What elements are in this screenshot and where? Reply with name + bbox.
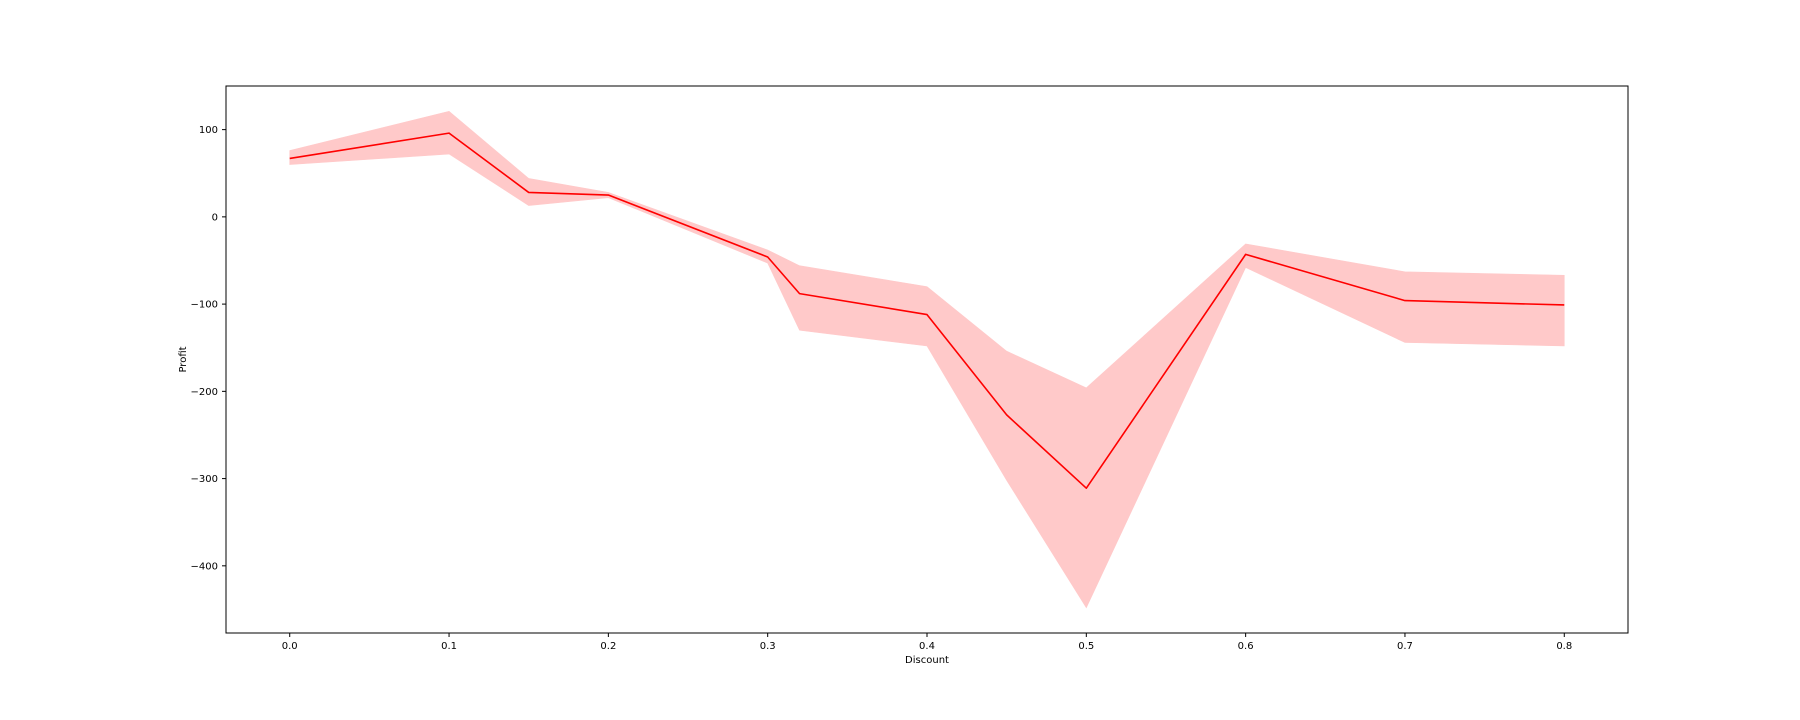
x-tick-label: 0.5: [1078, 641, 1094, 652]
confidence-band-layer: [289, 110, 1565, 609]
y-tick-label: 0: [212, 212, 218, 223]
x-tick-label: 0.7: [1397, 641, 1413, 652]
confidence-band: [289, 110, 1565, 609]
x-axis-label: Discount: [905, 655, 949, 666]
x-axis-ticks: 0.0 0.1 0.2 0.3 0.4 0.5 0.6 0.7 0.8: [282, 633, 1572, 652]
x-tick-label: 0.2: [600, 641, 616, 652]
x-tick-label: 0.8: [1556, 641, 1572, 652]
series-line: [289, 132, 1565, 489]
y-tick-label: −300: [191, 474, 218, 485]
x-tick-label: 0.0: [282, 641, 298, 652]
y-tick-label: −400: [191, 561, 218, 572]
y-tick-label: 100: [199, 125, 218, 136]
y-tick-label: −100: [191, 300, 218, 311]
series-line-layer: [289, 132, 1565, 489]
x-tick-label: 0.1: [441, 641, 457, 652]
x-tick-label: 0.6: [1238, 641, 1254, 652]
y-tick-label: −200: [191, 387, 218, 398]
x-tick-label: 0.4: [919, 641, 935, 652]
y-axis-ticks: 100 0 −100 −200 −300 −400: [191, 125, 226, 572]
plot-frame: [225, 85, 1629, 634]
x-tick-label: 0.3: [760, 641, 776, 652]
y-axis-label: Profit: [178, 346, 189, 372]
